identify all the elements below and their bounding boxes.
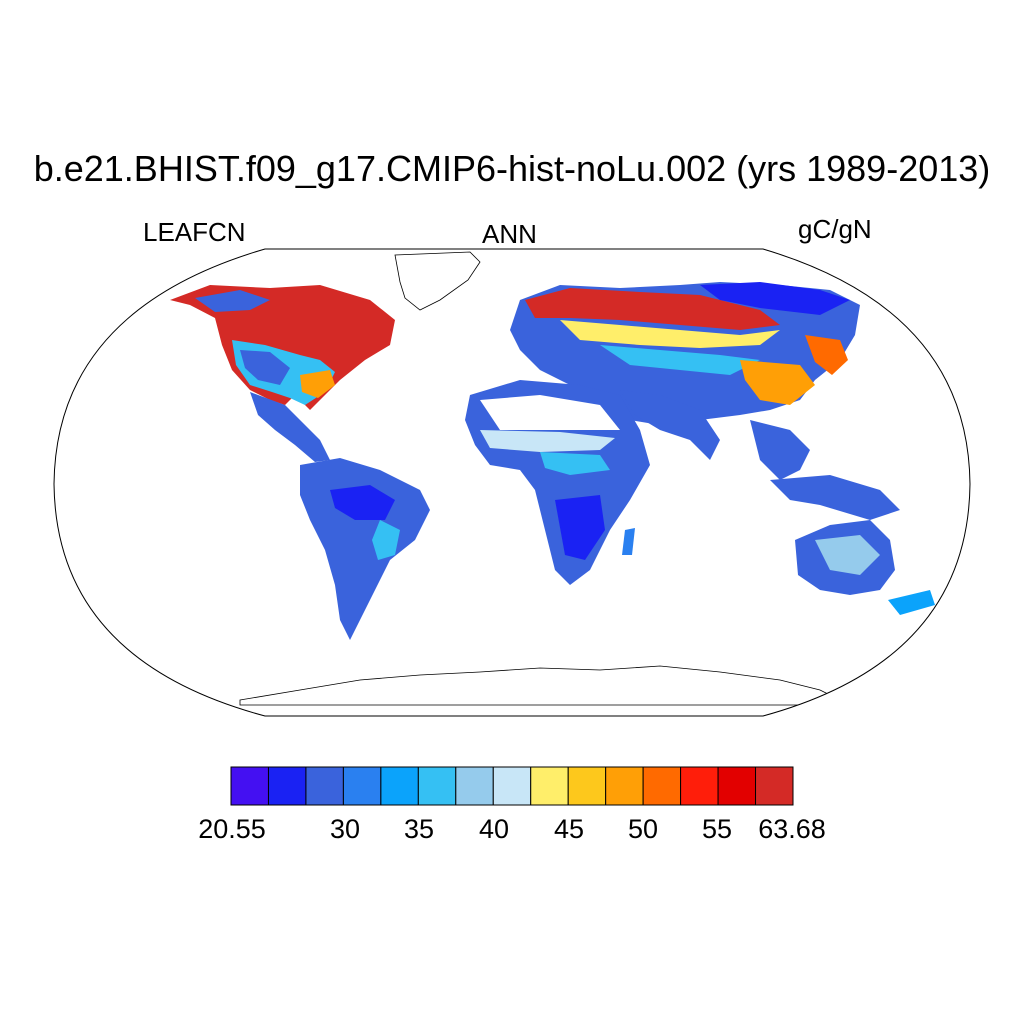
colorbar-tick-label: 63.68 bbox=[758, 814, 826, 844]
colorbar-box bbox=[455, 766, 494, 806]
colorbar-box bbox=[530, 766, 569, 806]
colorbar-box bbox=[342, 766, 382, 806]
colorbar-box bbox=[717, 766, 757, 806]
colorbar-box bbox=[642, 766, 682, 806]
colorbar-box bbox=[417, 766, 457, 806]
map-boundary bbox=[53, 248, 971, 717]
colorbar-box bbox=[305, 766, 344, 806]
greenland-outline bbox=[394, 251, 481, 311]
colorbar-box bbox=[680, 766, 719, 806]
colorbar-tick-label: 30 bbox=[329, 814, 361, 844]
variable-label: LEAFCN bbox=[143, 217, 246, 247]
colorbar-box bbox=[380, 766, 419, 806]
southeast-asia-region bbox=[750, 420, 810, 480]
colorbar-tick-label: 55 bbox=[701, 814, 733, 844]
colorbar-box bbox=[605, 766, 644, 806]
south-america-region bbox=[300, 458, 430, 640]
colorbar-box bbox=[567, 766, 607, 806]
season-label: ANN bbox=[482, 219, 537, 249]
colorbar-box bbox=[267, 766, 307, 806]
colorbar-tick-label: 50 bbox=[627, 814, 659, 844]
map-title: b.e21.BHIST.f09_g17.CMIP6-hist-noLu.002 … bbox=[33, 148, 991, 189]
colorbar-box bbox=[755, 766, 794, 806]
colorbar-tick-label: 20.55 bbox=[198, 814, 266, 844]
south-asia-region bbox=[620, 390, 720, 460]
north-america-region bbox=[170, 285, 395, 410]
central-america-region bbox=[250, 392, 330, 462]
colorbar-box bbox=[492, 766, 532, 806]
colorbar-tick-label: 35 bbox=[403, 814, 435, 844]
colorbar-tick-label: 45 bbox=[553, 814, 585, 844]
units-label: gC/gN bbox=[798, 214, 872, 244]
colorbar-box bbox=[230, 766, 269, 806]
colorbar-tick-label: 40 bbox=[478, 814, 510, 844]
